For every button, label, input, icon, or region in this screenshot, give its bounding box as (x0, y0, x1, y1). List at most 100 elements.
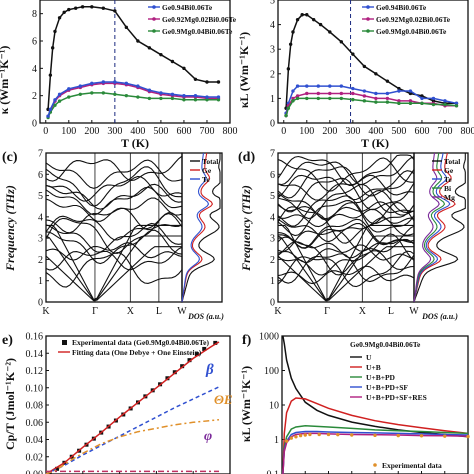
panel-f-point (298, 433, 303, 438)
phonon-band (277, 200, 415, 237)
panel-f-point (336, 432, 340, 437)
legend-entry: Bi (444, 184, 451, 193)
band-ytick-label: 3 (270, 234, 275, 245)
phonon-band (277, 208, 415, 228)
panel-a-point (73, 6, 78, 10)
panel-b-xtick-label: 100 (299, 126, 314, 137)
panel-f-point (289, 436, 293, 440)
panel-f-label: f) (242, 333, 252, 348)
panel-a-point (124, 81, 129, 86)
panel-a-xtick-label: 500 (153, 126, 168, 137)
legend-entry-4: U+B+PD+SF (366, 383, 408, 392)
panel-f-point (350, 433, 354, 437)
phonon-band (277, 225, 415, 252)
panel-a-ytick-label: 0 (32, 119, 37, 130)
panel-a-ytick-label: 6 (32, 37, 37, 48)
panel-e-ytick-label: 0.02 (26, 452, 44, 463)
phonon-band (277, 233, 415, 276)
panel-f-point (443, 434, 447, 438)
panel-b-point (454, 101, 459, 106)
panel-a-ytick-label: 2 (32, 91, 37, 102)
panel-b-legend: Ge0.94Bi0.06Te Ge0.92Mg0.02Bi0.06Te Ge0.… (362, 3, 451, 36)
panel-a-xlabel: T (K) (121, 136, 149, 150)
panel-b-point (284, 113, 288, 118)
panel-a-point (170, 92, 175, 97)
panel-c-dos-label: DOS (a.u.) (187, 312, 224, 321)
panel-a-point (57, 92, 62, 97)
legend-entry-3: U+B+PD (366, 373, 396, 382)
panel-f-ytick-label: 0.1 (267, 470, 280, 474)
phonon-band (277, 250, 415, 288)
kpoint-label: W (409, 306, 419, 317)
panel-b-point (291, 89, 295, 93)
panel-a-point (205, 80, 209, 84)
panel-a-point (101, 80, 106, 84)
panel-a-ytick-label: 8 (32, 9, 37, 20)
panel-a-xtick-label: 400 (130, 126, 145, 137)
panel-e-point (187, 358, 192, 363)
panel-b-point (431, 102, 436, 107)
panel-b-point (295, 17, 300, 22)
panel-c-ylabel: Frequency (THz) (3, 185, 17, 272)
panel-b-point (339, 96, 344, 101)
panel-b-point (339, 84, 344, 88)
panel-a-point (136, 95, 140, 99)
phonon-band (45, 246, 182, 302)
band-ytick-label: 6 (38, 170, 43, 181)
panel-a-point (193, 77, 198, 81)
phonon-band (277, 253, 415, 284)
phonon-band (45, 175, 183, 202)
phonon-band (277, 246, 414, 302)
phonon-band (277, 217, 415, 243)
panel-b-point (397, 86, 401, 91)
kpoint-label: Γ (92, 306, 98, 317)
phonon-band (45, 197, 183, 222)
legend-entry-2: Ge0.92Mg0.02Bi0.06Te (376, 15, 451, 24)
panel-a-point (113, 80, 117, 84)
panel-a-point (53, 29, 57, 34)
panel-c: (c) 0 1 2 3 4 5 6 7 K Γ X L W Frequency (THz) TotalG… (2, 149, 224, 322)
panel-b-xtick-label: 300 (345, 126, 360, 137)
panel-b-point (318, 22, 323, 27)
panel-b-point (316, 96, 321, 101)
kpoint-label: Γ (324, 306, 330, 317)
panel-b-point (431, 99, 436, 103)
band-ytick-label: 7 (270, 149, 275, 160)
panel-b-point (385, 100, 390, 104)
panel-a-point (46, 114, 50, 118)
panel-a-point (159, 96, 163, 101)
panel-f-ylabel: κL (Wm⁻¹K⁻¹) (239, 366, 253, 442)
panel-e-ytick-label: 0.04 (26, 435, 44, 446)
legend-marker (366, 17, 370, 21)
panel-a-point (67, 7, 71, 12)
panel-a-point (90, 91, 94, 95)
legend-entry-1: Experimental data (Ge0.9Mg0.04Bi0.06Te) (72, 338, 210, 347)
panel-b-xtick-label: 0 (281, 126, 286, 137)
panel-b-point (431, 96, 436, 101)
panel-e-point (180, 364, 185, 369)
legend-entry-2: Fitting data (One Debye + One Einstein) (72, 348, 202, 357)
panel-e-series-line (45, 418, 220, 474)
band-ytick-label: 0 (270, 298, 275, 309)
phonon-band (45, 166, 182, 207)
kpoint-label: W (177, 306, 187, 317)
panel-b-point (339, 91, 344, 96)
panel-a-point (80, 5, 85, 9)
panel-b-point (397, 99, 401, 103)
band-ytick-label: 4 (38, 212, 43, 223)
panel-f-point (303, 433, 307, 437)
panel-f-series-line (282, 397, 469, 474)
panel-a-point (78, 84, 83, 88)
panel-b-point (295, 94, 300, 98)
panel-a-xtick-label: 100 (61, 126, 76, 137)
panel-e-label: e) (2, 333, 13, 348)
panel-b-point (291, 30, 295, 34)
legend-marker (373, 463, 377, 467)
panel-b-point (420, 101, 424, 106)
panel-b-point (288, 42, 293, 46)
panel-b-point (295, 96, 300, 101)
legend-entry-3: Ge0.9Mg0.04Bi0.06Te (162, 27, 233, 36)
phonon-band (45, 222, 183, 253)
panel-f: f) 05010015020025030035040010001001010.1… (239, 332, 470, 474)
